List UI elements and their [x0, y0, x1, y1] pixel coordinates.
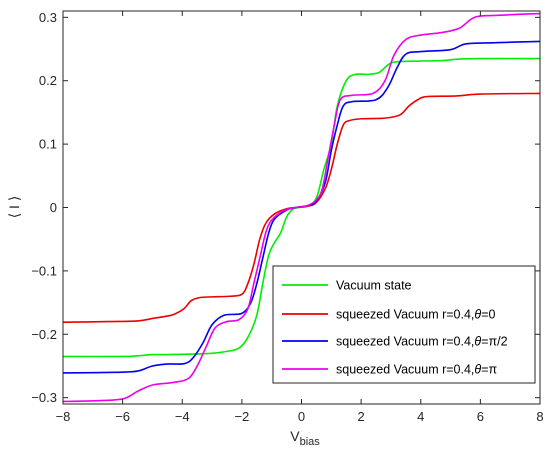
legend-theta-symbol: θ	[474, 308, 481, 322]
y-tick-label: 0.1	[39, 137, 57, 152]
y-tick-label: 0.3	[39, 10, 57, 25]
legend-label-2: squeezed Vacuum r=0.4,θ=π/2	[336, 335, 508, 349]
legend-label-prefix: Vacuum state	[336, 279, 412, 293]
x-tick-label: 8	[536, 409, 543, 424]
y-axis-label: ⟨ I ⟩	[6, 196, 22, 219]
x-axis-label: Vbias	[290, 428, 320, 448]
x-axis-label-subscript: bias	[300, 436, 321, 448]
y-tick-label: −0.3	[31, 390, 57, 405]
x-axis-label-main: V	[290, 428, 300, 444]
series-layer	[62, 12, 541, 403]
legend-label-suffix: =0	[481, 308, 495, 322]
legend-label-3: squeezed Vacuum r=0.4,θ=π	[336, 363, 497, 377]
legend-label-prefix: squeezed Vacuum r=0.4,	[336, 335, 474, 349]
x-tick-label: −4	[175, 409, 190, 424]
y-tick-label: 0.2	[39, 73, 57, 88]
y-tick-label: 0	[50, 200, 57, 215]
legend-theta-symbol: θ	[474, 363, 481, 377]
legend-label-suffix: =π	[481, 363, 497, 377]
x-tick-label: −8	[56, 409, 71, 424]
y-tick-label: −0.1	[31, 263, 57, 278]
x-tick-label: 6	[477, 409, 484, 424]
legend-label-prefix: squeezed Vacuum r=0.4,	[336, 308, 474, 322]
x-tick-label: −2	[234, 409, 249, 424]
legend-label-prefix: squeezed Vacuum r=0.4,	[336, 363, 474, 377]
legend-theta-symbol: θ	[474, 335, 481, 349]
legend-label-1: squeezed Vacuum r=0.4,θ=0	[336, 308, 495, 322]
x-tick-label: −6	[115, 409, 130, 424]
legend-label-suffix: =π/2	[481, 335, 507, 349]
x-tick-label: 0	[298, 409, 305, 424]
x-tick-label: 4	[417, 409, 424, 424]
legend-label-0: Vacuum state	[336, 279, 412, 293]
tick-layer: −8 −6 −4 −2 0 2 4 6 8 −0.3 −0.2 −0.1 0 0.1 0.2 0.3	[31, 10, 543, 424]
axes-box	[62, 10, 541, 405]
series-line-3	[62, 12, 541, 403]
x-tick-label: 2	[358, 409, 365, 424]
y-tick-label: −0.2	[31, 327, 57, 342]
